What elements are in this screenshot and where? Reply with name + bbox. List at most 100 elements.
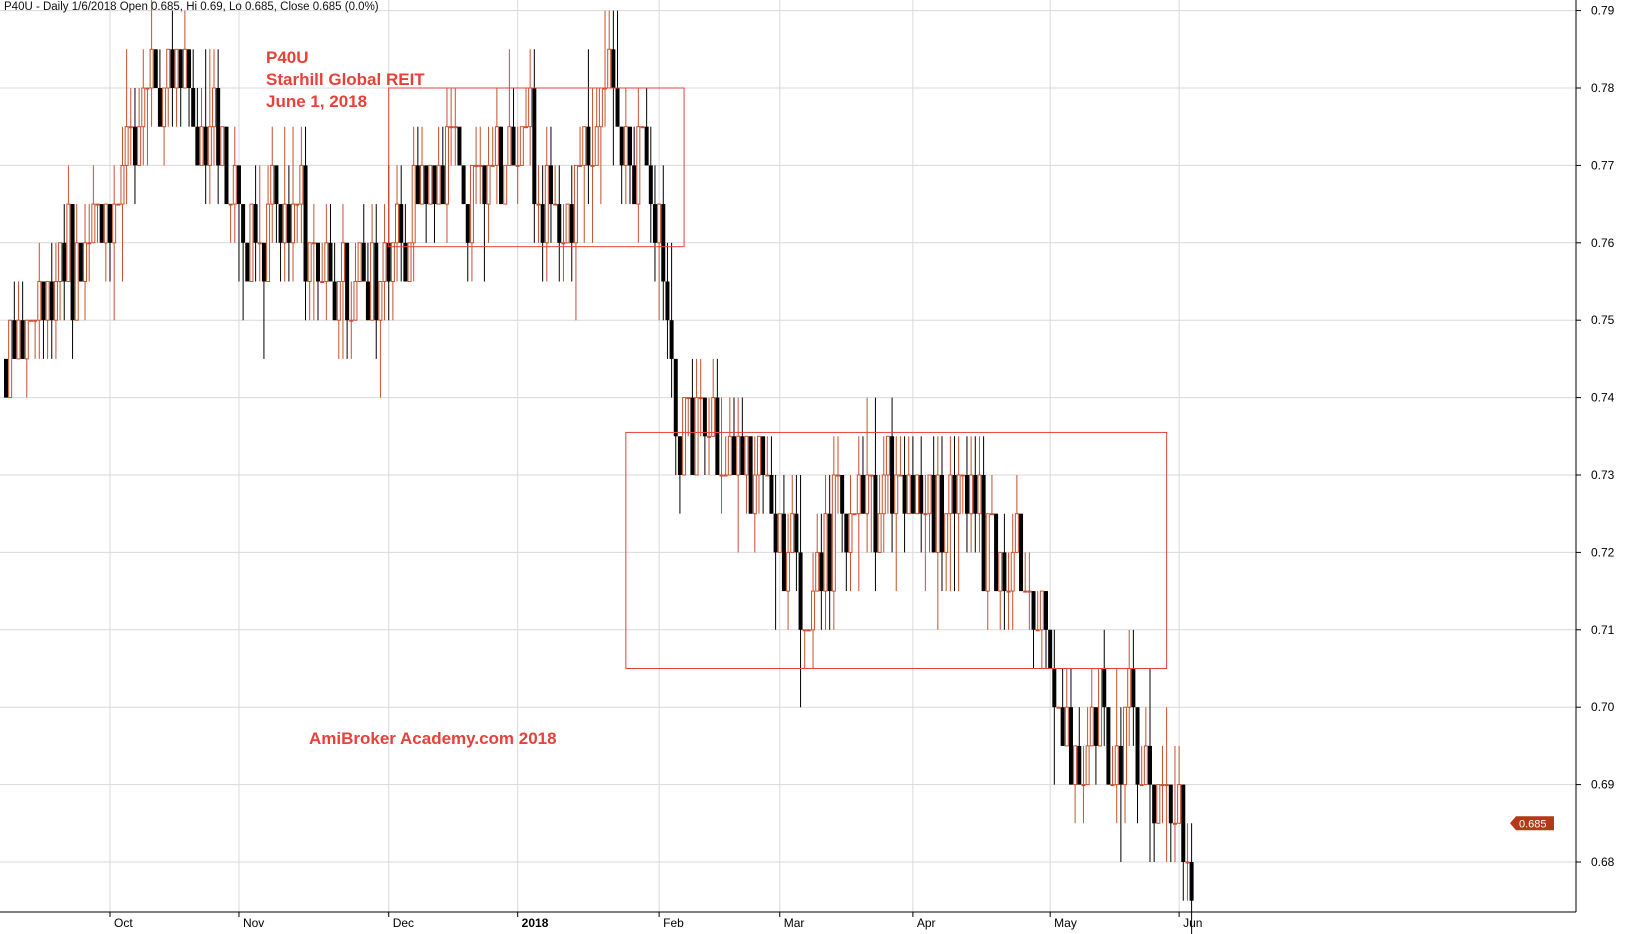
watermark: AmiBroker Academy.com 2018 xyxy=(309,729,557,748)
candle-body-up xyxy=(894,474,899,515)
candle-body-up xyxy=(382,242,387,283)
candle-body-down xyxy=(187,49,192,88)
y-tick-label: 0.68 xyxy=(1591,855,1615,869)
candle-body-up xyxy=(594,126,599,166)
candle-body-up xyxy=(744,435,749,476)
candle-body-up xyxy=(149,48,154,89)
candle-body-up xyxy=(37,281,42,321)
candle-body-up xyxy=(137,126,142,166)
candle-body-down xyxy=(677,436,682,475)
candle-body-down xyxy=(732,436,736,475)
candle-body-up xyxy=(411,164,416,244)
candle-body-up xyxy=(420,164,424,205)
candle-body-up xyxy=(87,242,92,245)
candle-body-up xyxy=(582,126,587,166)
candle-body-down xyxy=(860,475,865,514)
candle-body-up xyxy=(166,48,171,89)
candle-body-down xyxy=(178,49,183,88)
candle-body-down xyxy=(690,397,695,475)
candle-body-up xyxy=(515,164,520,167)
candle-body-down xyxy=(1189,862,1194,901)
candle-body-down xyxy=(4,358,8,398)
candle-body-down xyxy=(386,242,391,282)
candle-body-up xyxy=(83,242,88,283)
candle-body-up xyxy=(736,435,741,476)
candle-body-down xyxy=(108,204,112,243)
candle-body-up xyxy=(282,203,287,244)
candle-body-down xyxy=(615,88,620,127)
candle-body-down xyxy=(303,165,308,282)
candle-body-up xyxy=(711,397,716,437)
last-price-badge xyxy=(1510,816,1554,831)
candle-body-up xyxy=(324,242,329,283)
candle-body-down xyxy=(840,475,845,514)
annotation-date: June 1, 2018 xyxy=(266,92,368,111)
candle-body-up xyxy=(1185,861,1190,864)
candle-body-up xyxy=(698,397,703,400)
candle-body-down xyxy=(1077,745,1082,785)
candle-body-up xyxy=(395,203,400,244)
candle-body-up xyxy=(120,164,125,205)
candle-body-up xyxy=(865,474,870,515)
candle-body-up xyxy=(998,551,1003,592)
candle-body-up xyxy=(507,126,512,166)
candle-body-down xyxy=(99,204,104,243)
candle-body-down xyxy=(761,436,766,475)
candle-body-up xyxy=(378,281,383,321)
candle-body-up xyxy=(985,513,990,592)
candle-body-down xyxy=(274,165,279,205)
candle-body-down xyxy=(365,281,370,321)
candle-body-down xyxy=(931,475,936,553)
candle-body-down xyxy=(62,242,67,282)
y-tick-label: 0.69 xyxy=(1591,778,1615,792)
candle-body-down xyxy=(361,242,366,282)
x-tick-label: 2018 xyxy=(522,916,549,930)
candle-body-down xyxy=(132,126,137,166)
candle-body-down xyxy=(1152,784,1157,824)
candle-body-down xyxy=(424,165,429,205)
candle-body-up xyxy=(927,474,932,515)
candle-body-up xyxy=(906,474,911,515)
x-tick-label: Jun xyxy=(1183,916,1202,930)
candle-body-up xyxy=(657,203,662,244)
candle-body-up xyxy=(948,474,953,515)
candle-body-up xyxy=(1056,706,1061,709)
candle-body-up xyxy=(727,435,732,476)
candle-body-down xyxy=(70,204,75,321)
candle-body-up xyxy=(1035,629,1040,632)
candle-body-up xyxy=(16,319,21,360)
candle-body-up xyxy=(923,513,928,516)
last-price-label: 0.685 xyxy=(1519,818,1547,830)
candle-body-up xyxy=(453,126,458,129)
candle-body-up xyxy=(494,126,499,166)
x-tick-label: Mar xyxy=(784,916,805,930)
candle-body-up xyxy=(623,126,628,166)
x-tick-label: Dec xyxy=(393,916,414,930)
candle-body-up xyxy=(1127,668,1132,708)
range-box-1 xyxy=(388,87,685,248)
candle-body-up xyxy=(915,474,920,515)
candle-body-up xyxy=(307,242,312,283)
candle-body-down xyxy=(652,204,657,243)
candle-body-up xyxy=(91,203,96,244)
y-tick-label: 0.74 xyxy=(1591,391,1615,405)
candle-body-down xyxy=(715,397,720,475)
range-box-2 xyxy=(625,431,1168,669)
candle-body-down xyxy=(773,513,778,553)
candle-body-down xyxy=(511,126,516,166)
candle-body-down xyxy=(890,436,895,514)
x-tick-label: Apr xyxy=(917,916,936,930)
candle-body-down xyxy=(619,126,624,166)
candle-body-up xyxy=(790,513,795,553)
candle-body-up xyxy=(128,126,133,129)
candle-body-down xyxy=(157,88,162,127)
candle-body-down xyxy=(403,242,408,282)
candle-body-up xyxy=(1123,706,1128,786)
candle-body-down xyxy=(1044,591,1048,630)
candle-body-up xyxy=(1027,590,1032,593)
candle-body-up xyxy=(228,203,233,206)
candle-body-up xyxy=(524,126,528,129)
candle-body-down xyxy=(973,475,978,514)
candle-body-down xyxy=(740,436,745,475)
